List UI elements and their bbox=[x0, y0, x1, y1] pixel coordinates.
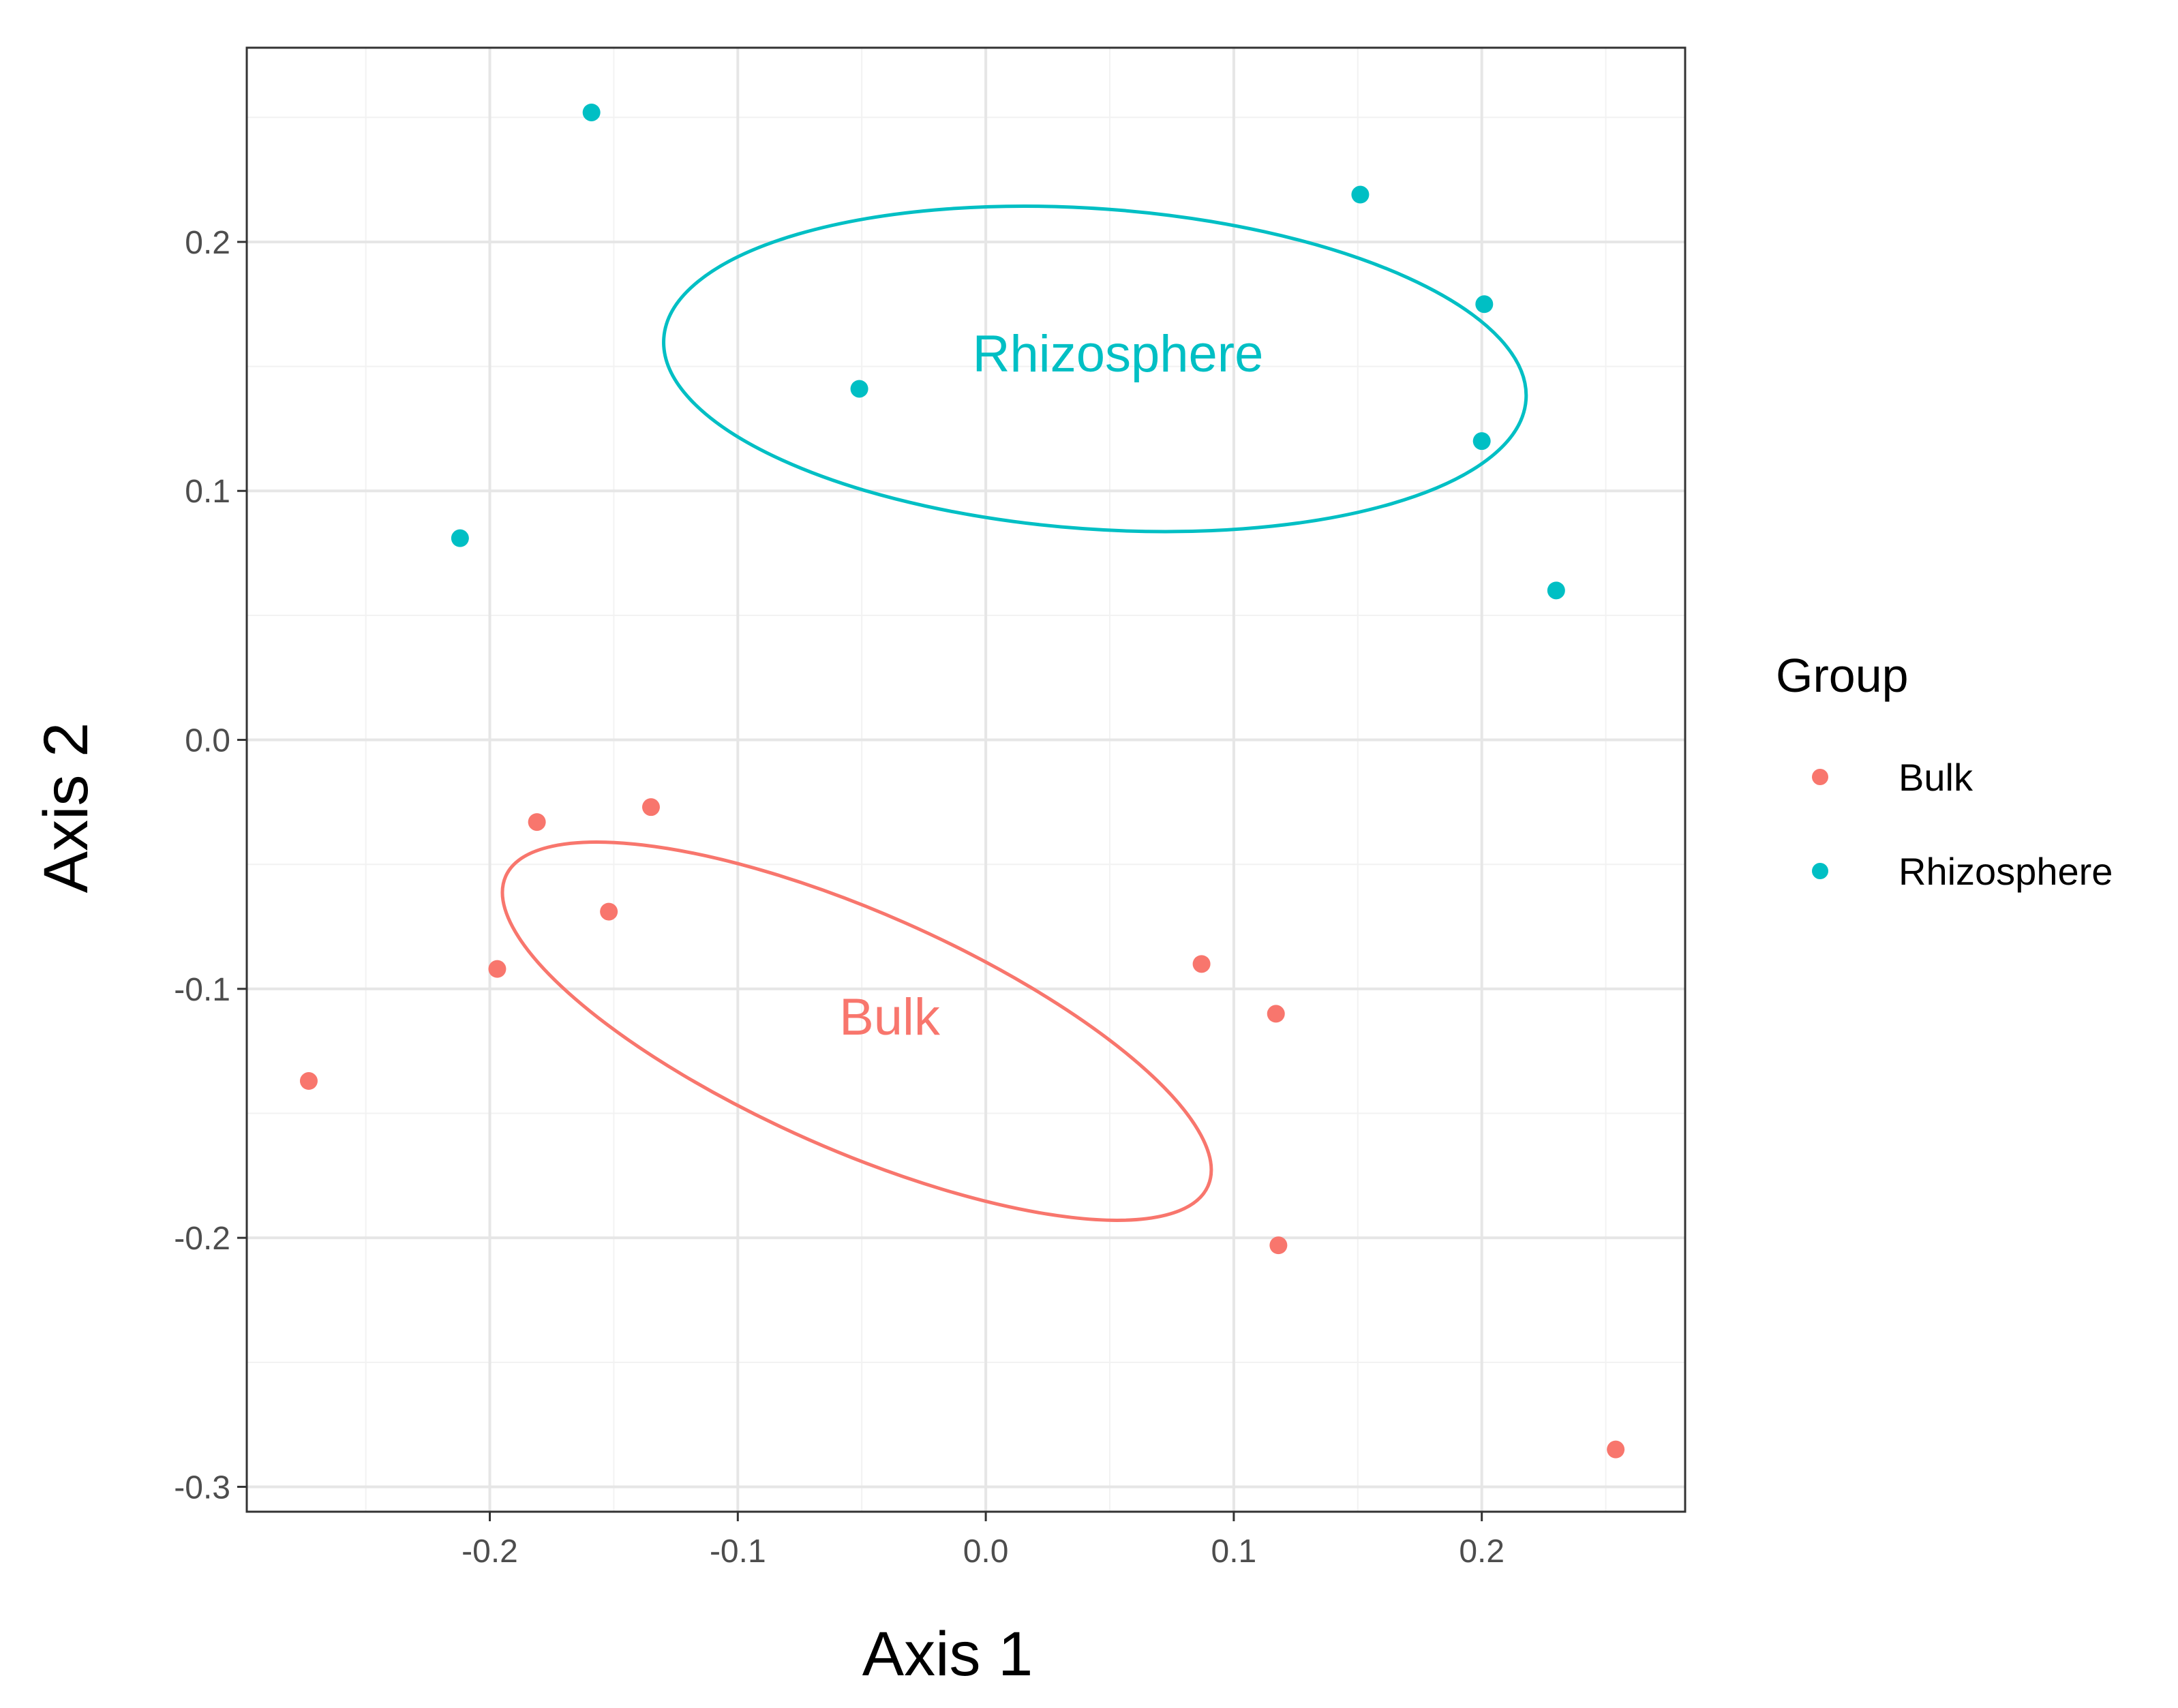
legend-label-rhizosphere: Rhizosphere bbox=[1899, 850, 2113, 893]
point-rhizosphere bbox=[850, 380, 868, 398]
ellipse-label-rhizosphere: Rhizosphere bbox=[973, 325, 1264, 383]
legend: Group Bulk Rhizosphere bbox=[1776, 649, 2113, 893]
point-rhizosphere bbox=[1547, 581, 1565, 600]
y-tick-label: 0.0 bbox=[185, 723, 230, 759]
grid-major bbox=[247, 48, 1685, 1512]
grid-minor bbox=[247, 48, 1685, 1512]
y-axis-title: Axis 2 bbox=[31, 722, 101, 894]
legend-title: Group bbox=[1776, 649, 1909, 702]
point-bulk bbox=[1267, 1005, 1285, 1023]
x-axis-title: Axis 1 bbox=[862, 1619, 1033, 1689]
y-tick-label: 0.2 bbox=[185, 225, 230, 261]
point-bulk bbox=[528, 813, 546, 832]
y-tick-label: -0.2 bbox=[174, 1221, 230, 1257]
data-points bbox=[299, 103, 1625, 1459]
point-bulk bbox=[600, 902, 618, 921]
point-rhizosphere bbox=[1351, 185, 1370, 204]
ellipse-rhizosphere bbox=[662, 204, 1528, 534]
y-tick-label: -0.1 bbox=[174, 972, 230, 1008]
x-axis-ticks: -0.2 -0.1 0.0 0.1 0.2 bbox=[462, 1512, 1504, 1570]
legend-items: Bulk Rhizosphere bbox=[1812, 756, 2113, 893]
point-bulk bbox=[1269, 1236, 1288, 1255]
x-tick-label: 0.0 bbox=[963, 1534, 1009, 1570]
legend-key-rhizosphere bbox=[1812, 863, 1828, 879]
point-rhizosphere bbox=[1475, 295, 1494, 314]
x-tick-label: 0.2 bbox=[1459, 1534, 1504, 1570]
legend-label-bulk: Bulk bbox=[1899, 756, 1973, 799]
y-axis-ticks: -0.3 -0.2 -0.1 0.0 0.1 0.2 bbox=[174, 225, 247, 1506]
point-bulk bbox=[1192, 955, 1211, 973]
x-tick-label: -0.2 bbox=[462, 1534, 518, 1570]
group-ellipses: Bulk Rhizosphere bbox=[500, 204, 1528, 1222]
point-rhizosphere bbox=[1472, 432, 1491, 451]
ellipse-label-bulk: Bulk bbox=[839, 988, 941, 1046]
legend-key-bulk bbox=[1812, 769, 1828, 785]
ellipse-bulk bbox=[500, 840, 1213, 1222]
y-tick-label: -0.3 bbox=[174, 1469, 230, 1506]
point-rhizosphere bbox=[582, 103, 601, 121]
panel-border bbox=[245, 46, 1687, 1513]
y-tick-label: 0.1 bbox=[185, 474, 230, 510]
point-bulk bbox=[641, 798, 660, 817]
x-tick-label: 0.1 bbox=[1211, 1534, 1257, 1570]
x-tick-label: -0.1 bbox=[710, 1534, 766, 1570]
point-bulk bbox=[488, 960, 506, 978]
point-bulk bbox=[1607, 1440, 1625, 1459]
point-bulk bbox=[299, 1072, 318, 1091]
point-rhizosphere bbox=[451, 529, 469, 547]
